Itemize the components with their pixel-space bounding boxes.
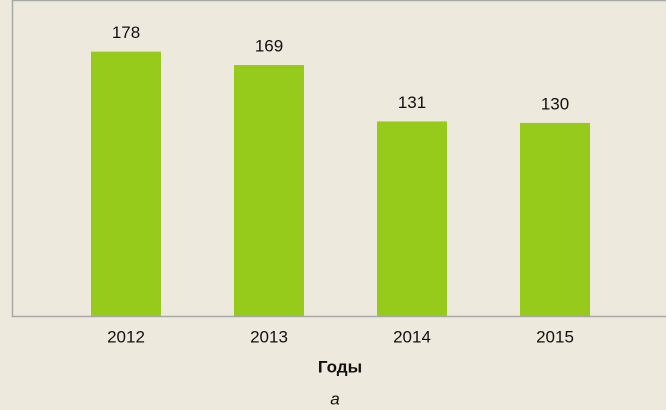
x-tick-label: 2013 (250, 327, 288, 346)
data-label: 130 (541, 94, 569, 113)
bar (520, 122, 590, 316)
x-tick-label: 2014 (393, 327, 431, 346)
bar (234, 65, 304, 316)
x-tick-label: 2015 (536, 327, 574, 346)
x-tick-label: 2012 (107, 327, 145, 346)
data-label: 131 (398, 93, 426, 112)
bar (377, 121, 447, 316)
data-label: 169 (255, 37, 283, 56)
bar (91, 51, 161, 317)
data-label: 178 (112, 23, 140, 42)
caption: а (330, 389, 339, 408)
x-axis-label: Годы (318, 357, 362, 376)
